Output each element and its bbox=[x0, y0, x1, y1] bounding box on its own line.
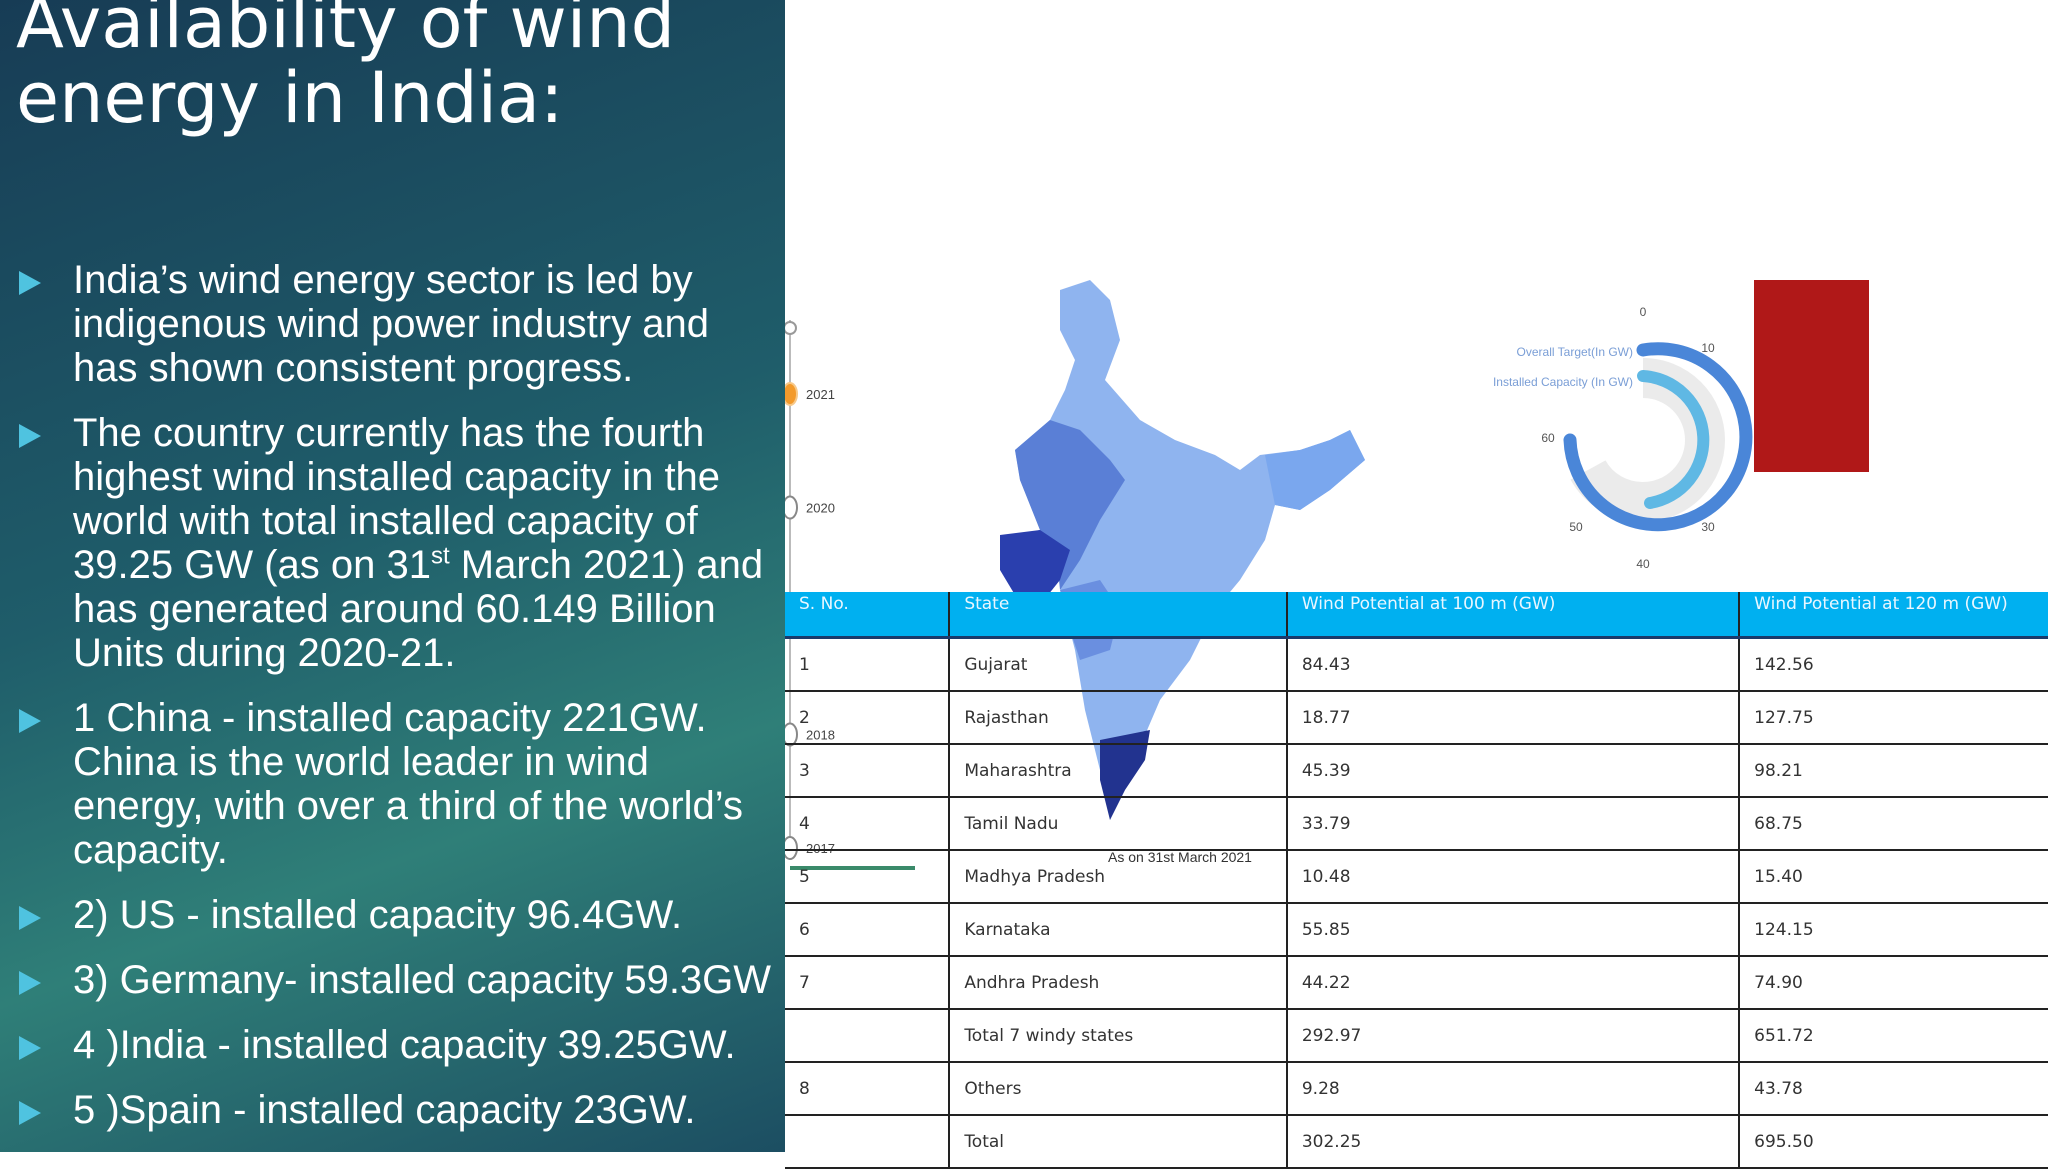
gauge-arc-target bbox=[1563, 342, 1753, 532]
column-header: S. No. bbox=[785, 592, 951, 639]
table-cell: 1 bbox=[785, 637, 951, 692]
table-cell: 142.56 bbox=[1739, 637, 2048, 692]
table-row: 5 Madhya Pradesh 10.48 15.40 bbox=[785, 850, 2048, 904]
table-cell: 84.43 bbox=[1286, 637, 1741, 692]
timeline-year: 2020 bbox=[806, 501, 835, 516]
table-cell: 2 bbox=[785, 691, 951, 745]
table-cell: 302.25 bbox=[1286, 1115, 1741, 1169]
title: Availability of wind energy in India: bbox=[16, 0, 676, 139]
table-row: 7 Andhra Pradesh 44.22 74.90 bbox=[785, 956, 2048, 1010]
bullet: The country currently has the fourth hig… bbox=[0, 411, 783, 675]
gauge-tick: 50 bbox=[1569, 520, 1583, 534]
map-region bbox=[1265, 430, 1365, 510]
table-row: Total 302.25 695.50 bbox=[785, 1115, 2048, 1169]
table-row: 6 Karnataka 55.85 124.15 bbox=[785, 903, 2048, 957]
table-row: 3 Maharashtra 45.39 98.21 bbox=[785, 744, 2048, 798]
gauge-labels: Overall Target(In GW) Installed Capacity … bbox=[1493, 305, 1715, 571]
table-cell: 9.28 bbox=[1286, 1062, 1741, 1116]
gauge: Overall Target(In GW) Installed Capacity … bbox=[1493, 305, 1753, 571]
table-cell: 5 bbox=[785, 850, 951, 904]
left-panel: Availability of wind energy in India: In… bbox=[0, 0, 785, 1152]
bullet: 1 China - installed capacity 221GW. Chin… bbox=[0, 696, 783, 872]
table-cell: 7 bbox=[785, 956, 951, 1010]
bullet-text: March 2021) and has generated around 60.… bbox=[73, 543, 764, 675]
gauge-tick: 60 bbox=[1541, 431, 1555, 445]
table-cell: 127.75 bbox=[1739, 691, 2048, 745]
column-header: Wind Potential at 100 m (GW) bbox=[1286, 592, 1741, 639]
bullet: India’s wind energy sector is led by ind… bbox=[0, 258, 783, 390]
bullet-list: India’s wind energy sector is led by ind… bbox=[0, 258, 784, 1153]
table-cell bbox=[785, 1115, 951, 1169]
table-cell: Rajasthan bbox=[949, 691, 1288, 745]
gauge-tick: 0 bbox=[1640, 305, 1647, 319]
timeline-node bbox=[785, 321, 797, 335]
table-row: 8 Others 9.28 43.78 bbox=[785, 1062, 2048, 1116]
table-cell: Maharashtra bbox=[949, 744, 1288, 798]
table-cell: Tamil Nadu bbox=[949, 797, 1288, 851]
gauge-arc-installed bbox=[1637, 370, 1710, 509]
gauge-legend: Installed Capacity (In GW) bbox=[1493, 375, 1633, 389]
bullet: 4 )India - installed capacity 39.25GW. bbox=[0, 1023, 783, 1067]
table-row: 4 Tamil Nadu 33.79 68.75 bbox=[785, 797, 2048, 851]
table-cell: 8 bbox=[785, 1062, 951, 1116]
table-cell: Total 7 windy states bbox=[949, 1009, 1288, 1063]
table-body: 1 Gujarat 84.43 142.56 2 Rajasthan 18.77 127.75… bbox=[785, 637, 2048, 1169]
table-cell: Madhya Pradesh bbox=[949, 850, 1288, 904]
table-cell: Gujarat bbox=[949, 637, 1288, 692]
table-cell: 651.72 bbox=[1739, 1009, 2048, 1063]
gauge-legend: Overall Target(In GW) bbox=[1517, 345, 1633, 359]
table-cell: 4 bbox=[785, 797, 951, 851]
table-cell: Total bbox=[949, 1115, 1288, 1169]
bullet: 3) Germany- installed capacity 59.3GW bbox=[0, 958, 783, 1002]
table-row: 2 Rajasthan 18.77 127.75 bbox=[785, 691, 2048, 745]
superscript: st bbox=[430, 542, 450, 570]
table-cell: 124.15 bbox=[1739, 903, 2048, 957]
table-header: S. No. State Wind Potential at 100 m (GW) W… bbox=[785, 592, 2048, 639]
gauge-tick: 10 bbox=[1701, 341, 1715, 355]
gauge-tick: 40 bbox=[1636, 557, 1650, 571]
gauge-tick: 30 bbox=[1701, 520, 1715, 534]
table-row: Total 7 windy states 292.97 651.72 bbox=[785, 1009, 2048, 1063]
timeline-year: 2021 bbox=[806, 387, 835, 402]
table: S. No. State Wind Potential at 100 m (GW) W… bbox=[785, 592, 2048, 1169]
table-cell: 98.21 bbox=[1739, 744, 2048, 798]
table-cell: 10.48 bbox=[1286, 850, 1741, 904]
table-cell: 68.75 bbox=[1739, 797, 2048, 851]
table-cell: 15.40 bbox=[1739, 850, 2048, 904]
table-cell: 18.77 bbox=[1286, 691, 1741, 745]
table-cell: 74.90 bbox=[1739, 956, 2048, 1010]
column-header: Wind Potential at 120 m (GW) bbox=[1739, 592, 2048, 639]
table-cell: 6 bbox=[785, 903, 951, 957]
bullet: 5 )Spain - installed capacity 23GW. bbox=[0, 1088, 783, 1132]
table-cell: 44.22 bbox=[1286, 956, 1741, 1010]
table-cell: 55.85 bbox=[1286, 903, 1741, 957]
table-cell: 292.97 bbox=[1286, 1009, 1741, 1063]
timeline-node bbox=[785, 495, 798, 520]
table-cell: 695.50 bbox=[1739, 1115, 2048, 1169]
table-cell: Karnataka bbox=[949, 903, 1288, 957]
red-block bbox=[1754, 280, 1869, 472]
table-cell: Andhra Pradesh bbox=[949, 956, 1288, 1010]
table-row: 1 Gujarat 84.43 142.56 bbox=[785, 637, 2048, 692]
table-cell: 3 bbox=[785, 744, 951, 798]
table-cell: 45.39 bbox=[1286, 744, 1741, 798]
map-region bbox=[1000, 530, 1070, 605]
table-cell bbox=[785, 1009, 951, 1063]
bullet: 2) US - installed capacity 96.4GW. bbox=[0, 893, 783, 937]
column-header: State bbox=[949, 592, 1288, 639]
table-cell: 33.79 bbox=[1286, 797, 1741, 851]
bullet-text: The country currently has the fourth hig… bbox=[73, 411, 721, 587]
table-cell: 43.78 bbox=[1739, 1062, 2048, 1116]
timeline-node bbox=[785, 382, 798, 406]
table-cell: Others bbox=[949, 1062, 1288, 1116]
